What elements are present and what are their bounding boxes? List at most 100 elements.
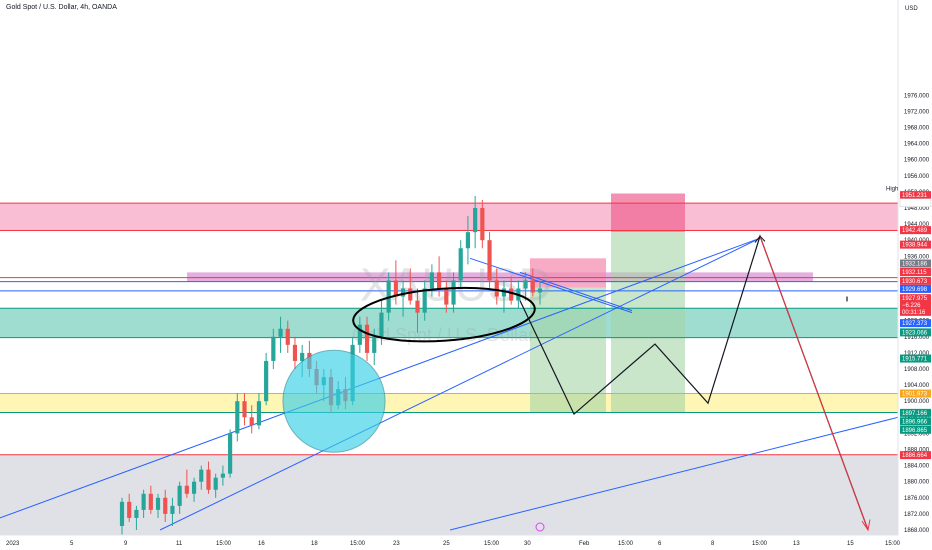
candle-body xyxy=(444,288,449,305)
y-tick-label: 1972.000 xyxy=(904,109,930,115)
arrow-head xyxy=(861,519,871,532)
price-tag-label: 1927.373 xyxy=(902,321,928,327)
candle-body xyxy=(170,505,175,514)
candle-body xyxy=(285,328,290,345)
x-tick-label: 2023 xyxy=(6,541,20,547)
candle-2 xyxy=(134,505,139,530)
price-tag: 1915.771 xyxy=(900,354,931,363)
x-tick-label: 11 xyxy=(176,541,183,547)
candle-body xyxy=(141,493,146,510)
candle-body xyxy=(501,288,507,297)
candle-body xyxy=(191,481,197,494)
price-tag: 1927.975 xyxy=(900,294,931,303)
price-tag-bg xyxy=(900,425,931,434)
candle-40 xyxy=(408,268,413,305)
price-tag-label: 1896.865 xyxy=(902,428,928,434)
candle-body xyxy=(177,485,182,506)
candle-0 xyxy=(119,497,125,539)
price-tag-label: 1927.975 xyxy=(902,296,928,302)
candle-34 xyxy=(364,316,370,361)
x-tick-label: 18 xyxy=(311,541,318,547)
candle-body xyxy=(264,360,269,402)
price-tag-bg xyxy=(899,198,932,208)
price-tag: 1896.865 xyxy=(900,425,931,434)
y-tick-label: 1960.000 xyxy=(904,158,930,164)
watermark-description: Gold Spot / U.S. Dollar xyxy=(352,325,534,345)
candle-19 xyxy=(256,393,262,430)
y-tick-label: 1892.000 xyxy=(904,431,930,437)
y-tick-label: 1916.000 xyxy=(904,335,930,341)
price-tag: 1923.066 xyxy=(900,328,931,337)
candle-14 xyxy=(220,465,225,486)
price-tag-label: 1896.966 xyxy=(902,419,928,425)
price-tag: −6.226 xyxy=(900,301,931,310)
candle-body xyxy=(292,344,298,361)
candle-35 xyxy=(372,328,377,365)
price-tag-label: 1930.673 xyxy=(902,279,928,285)
candle-46 xyxy=(451,272,456,313)
price-tag-bg xyxy=(900,301,931,310)
candle-body xyxy=(271,336,276,361)
price-tag-label: 1942.489 xyxy=(902,228,928,234)
candle-51 xyxy=(487,232,492,289)
candle-body xyxy=(256,401,262,426)
price-tag: 1949.260 xyxy=(899,198,932,208)
candle-body xyxy=(487,240,492,281)
candle-1 xyxy=(127,493,132,522)
price-tag: 1938.944 xyxy=(900,240,931,249)
candle-23 xyxy=(285,320,290,353)
candle-body xyxy=(278,328,283,337)
resistance-zone xyxy=(0,203,898,231)
x-tick-label: 25 xyxy=(443,541,450,547)
candle-body xyxy=(134,509,139,518)
candle-body xyxy=(537,288,543,293)
consolidation-ellipse xyxy=(352,286,536,343)
candle-12 xyxy=(206,461,211,494)
candle-9 xyxy=(184,469,189,498)
price-tag: 1932.186 xyxy=(900,259,931,268)
price-tag-label: −6.226 xyxy=(902,303,921,309)
currency-label: USD xyxy=(905,6,918,12)
candle-42 xyxy=(422,280,427,321)
candle-body xyxy=(155,497,161,510)
price-tag: 00:31:16 xyxy=(900,307,931,316)
price-tag-label: 1949.260 xyxy=(902,201,928,207)
y-tick-label: 1912.000 xyxy=(904,351,930,357)
price-tag-label: 1886.664 xyxy=(902,453,928,459)
lower-zone xyxy=(0,454,898,535)
triangle-lower xyxy=(519,271,633,312)
x-tick-label: 6 xyxy=(658,541,662,547)
triangle-upper xyxy=(469,257,633,314)
price-tag-label: 1897.166 xyxy=(902,411,928,417)
price-tag-label: 00:31:16 xyxy=(902,310,926,316)
y-tick-label: 1900.000 xyxy=(904,399,930,405)
price-tag-bg xyxy=(900,389,931,398)
drawings-layer xyxy=(282,234,871,532)
candle-41 xyxy=(415,288,420,333)
candle-4 xyxy=(148,485,153,514)
candle-body xyxy=(480,208,485,241)
candle-body xyxy=(393,280,398,297)
x-tick-label: 15:00 xyxy=(216,541,232,547)
price-tag-bg xyxy=(900,259,931,268)
x-tick-label: 16 xyxy=(258,541,265,547)
price-tag-bg xyxy=(900,226,931,235)
trendline-lower xyxy=(159,237,761,531)
candle-13 xyxy=(213,473,218,498)
chart-title: Gold Spot / U.S. Dollar, 4h, OANDA xyxy=(6,4,117,11)
candle-body xyxy=(148,493,153,510)
high-label: High xyxy=(886,186,898,192)
candle-body xyxy=(199,469,204,482)
candle-10 xyxy=(191,477,197,502)
candle-body xyxy=(249,417,254,426)
price-tag-bg xyxy=(900,319,931,328)
candle-body xyxy=(119,501,125,526)
candle-body xyxy=(400,288,406,297)
candle-6 xyxy=(163,489,168,522)
candle-body xyxy=(242,401,247,418)
x-tick-label: 15:00 xyxy=(350,541,366,547)
candle-54 xyxy=(509,276,514,305)
x-tick-label: 15:00 xyxy=(752,541,768,547)
price-tag-label: 1932.186 xyxy=(902,262,928,268)
